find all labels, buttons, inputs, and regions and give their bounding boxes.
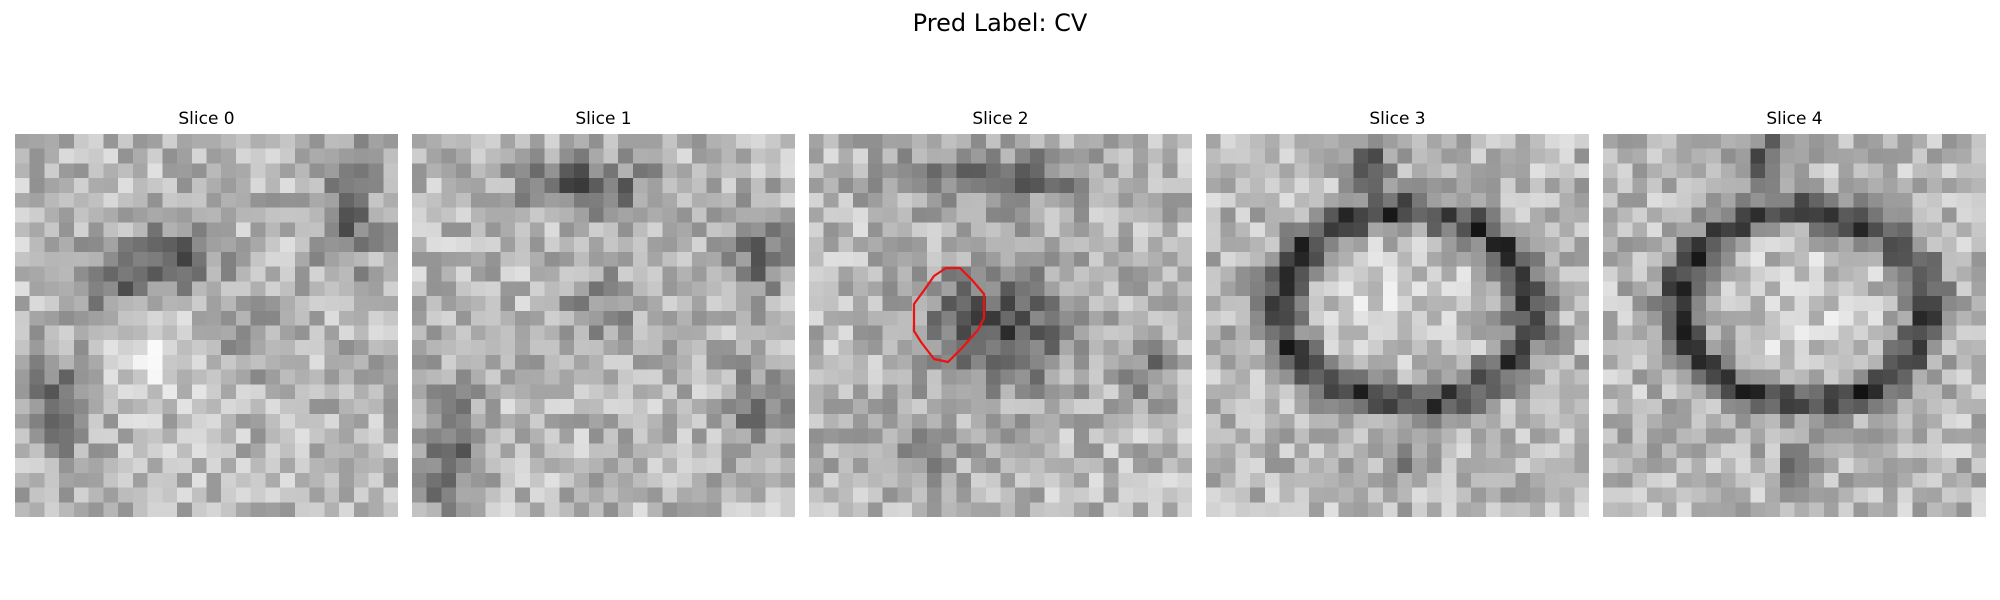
slice-panel-4: Slice 4 — [1603, 108, 1986, 517]
slice-image — [15, 134, 398, 517]
slice-panel-3: Slice 3 — [1206, 108, 1589, 517]
slice-title: Slice 2 — [972, 109, 1029, 129]
slice-image — [412, 134, 795, 517]
slice-panel-2: Slice 2 — [809, 108, 1192, 517]
figure-title: Pred Label: CV — [912, 9, 1088, 37]
slice-panel-1: Slice 1 — [412, 108, 795, 517]
slice-title: Slice 4 — [1766, 109, 1823, 129]
slice-title: Slice 3 — [1369, 109, 1426, 129]
slice-image — [1603, 134, 1986, 517]
slice-image — [809, 134, 1192, 517]
slice-title: Slice 0 — [178, 109, 235, 129]
slice-image — [1206, 134, 1589, 517]
slice-panel-0: Slice 0 — [15, 108, 398, 517]
slice-title: Slice 1 — [575, 109, 632, 129]
